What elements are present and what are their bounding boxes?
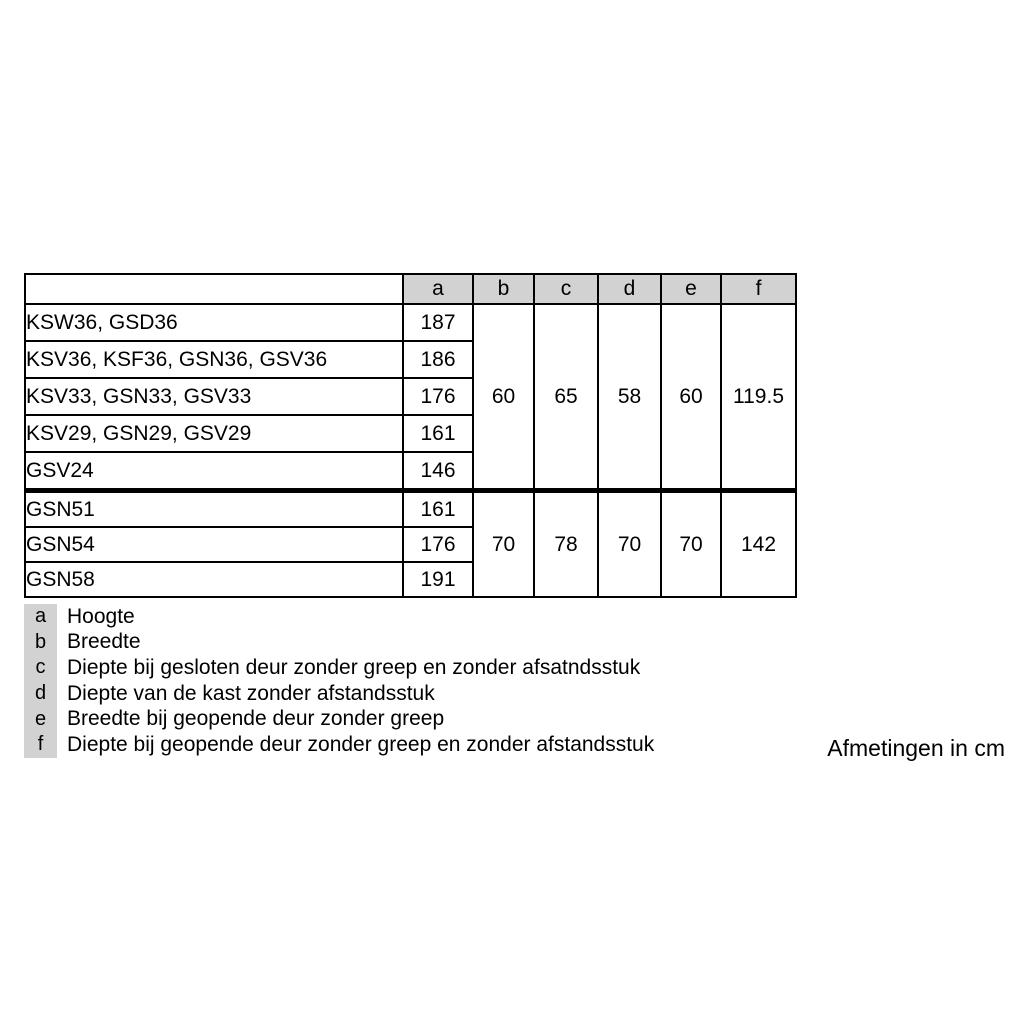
model-names-cell: KSV29, GSN29, GSV29 [24, 414, 404, 453]
group1-value-b-cell: 60 [472, 303, 535, 492]
legend-label: Breedte bij geopende deur zonder greep [67, 707, 445, 731]
col-header-b: b [472, 273, 535, 305]
group2-value-d-cell: 70 [597, 488, 662, 598]
legend-label: Diepte bij gesloten deur zonder greep en… [67, 655, 641, 679]
legend-item: b Breedte [24, 629, 654, 656]
legend-key-c: c [24, 655, 57, 681]
legend-label: Breedte [67, 630, 141, 654]
legend-label: Diepte bij geopende deur zonder greep en… [67, 732, 655, 756]
model-names-cell: GSV24 [24, 451, 404, 492]
table-row: KSV29, GSN29, GSV29 161 [24, 414, 796, 453]
value-a-cell: 187 [402, 303, 474, 342]
legend-item: e Breedte bij geopende deur zonder greep [24, 706, 654, 732]
table-row: GSN58 191 [24, 561, 796, 598]
value-a-cell: 176 [402, 377, 474, 416]
group1-value-d-cell: 58 [597, 303, 662, 492]
value-a-cell: 176 [402, 526, 474, 563]
table-row: KSV36, KSF36, GSN36, GSV36 186 [24, 340, 796, 379]
group1-value-f-cell: 119.5 [720, 303, 797, 492]
legend-item: c Diepte bij gesloten deur zonder greep … [24, 655, 654, 681]
table-row: GSV24 146 [24, 451, 796, 492]
col-header-d: d [597, 273, 662, 305]
col-header-c: c [533, 273, 599, 305]
legend-label: Hoogte [67, 604, 135, 628]
units-note: Afmetingen in cm [827, 735, 1005, 761]
model-names-cell: KSV33, GSN33, GSV33 [24, 377, 404, 416]
model-names-cell: GSN51 [24, 488, 404, 528]
table-row: KSV33, GSN33, GSV33 176 [24, 377, 796, 416]
col-header-e: e [660, 273, 722, 305]
table-row: KSW36, GSD36 187 60 65 58 60 119.5 [24, 303, 797, 492]
col-header-f: f [720, 273, 797, 305]
legend-key-e: e [24, 706, 57, 732]
dimension-legend: a Hoogte b Breedte c Diepte bij gesloten… [24, 604, 654, 758]
header-empty-cell [24, 273, 404, 305]
legend-item: a Hoogte [24, 604, 654, 630]
value-a-cell: 191 [402, 561, 474, 598]
legend-key-b: b [24, 629, 57, 656]
model-names-cell: GSN58 [24, 561, 404, 598]
group2-value-e-cell: 70 [660, 488, 722, 598]
value-a-cell: 186 [402, 340, 474, 379]
col-header-a: a [402, 273, 474, 305]
model-names-cell: GSN54 [24, 526, 404, 563]
model-names-cell: KSV36, KSF36, GSN36, GSV36 [24, 340, 404, 379]
group2-value-b-cell: 70 [472, 488, 535, 598]
legend-item: d Diepte van de kast zonder afstandsstuk [24, 680, 654, 707]
legend-key-d: d [24, 680, 57, 707]
legend-key-f: f [24, 731, 57, 758]
group1-value-e-cell: 60 [660, 303, 722, 492]
dimensions-table: a b c d e f KSW36, GSD36 187 60 65 58 60… [24, 273, 797, 598]
value-a-cell: 161 [402, 414, 474, 453]
table-header-row: a b c d e f [24, 273, 797, 305]
legend-label: Diepte van de kast zonder afstandsstuk [67, 681, 435, 705]
group2-value-c-cell: 78 [533, 488, 599, 598]
legend-item: f Diepte bij geopende deur zonder greep … [24, 731, 655, 758]
table-row: GSN54 176 [24, 526, 796, 563]
table-row: GSN51 161 70 78 70 70 142 [24, 488, 797, 598]
value-a-cell: 146 [402, 451, 474, 492]
value-a-cell: 161 [402, 488, 474, 528]
model-names-cell: KSW36, GSD36 [24, 303, 404, 342]
group1-value-c-cell: 65 [533, 303, 599, 492]
legend-key-a: a [24, 604, 57, 630]
group2-value-f-cell: 142 [720, 488, 797, 598]
